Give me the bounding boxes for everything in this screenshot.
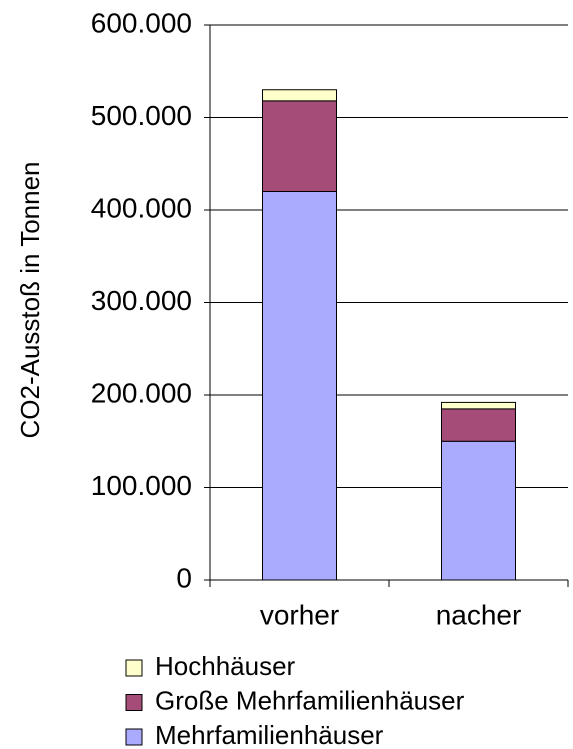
bar-segment [262, 100, 337, 192]
y-tick-label: 0 [176, 562, 192, 593]
bar-segment [441, 408, 516, 442]
y-tick-label: 300.000 [91, 285, 192, 316]
legend-swatch [125, 659, 143, 677]
y-tick-label: 600.000 [91, 7, 192, 38]
legend-label: Mehrfamilienhäuser [155, 720, 384, 749]
y-tick-label: 200.000 [91, 377, 192, 408]
legend-label: Große Mehrfamilienhäuser [155, 685, 465, 715]
bar-segment [262, 89, 337, 102]
x-tick-label: vorher [260, 599, 339, 630]
y-axis-label: CO2-Ausstoß in Tonnen [15, 162, 45, 439]
x-tick-label: nacher [436, 599, 522, 630]
bar-segment [262, 191, 337, 581]
bar-segment [441, 440, 516, 581]
legend-label: Hochhäuser [155, 651, 296, 681]
bar-segment [441, 401, 516, 410]
legend-swatch [125, 694, 143, 711]
y-tick-label: 400.000 [91, 192, 192, 223]
y-tick-label: 500.000 [91, 100, 192, 131]
legend-swatch [125, 728, 143, 746]
y-tick-label: 100.000 [91, 470, 192, 501]
